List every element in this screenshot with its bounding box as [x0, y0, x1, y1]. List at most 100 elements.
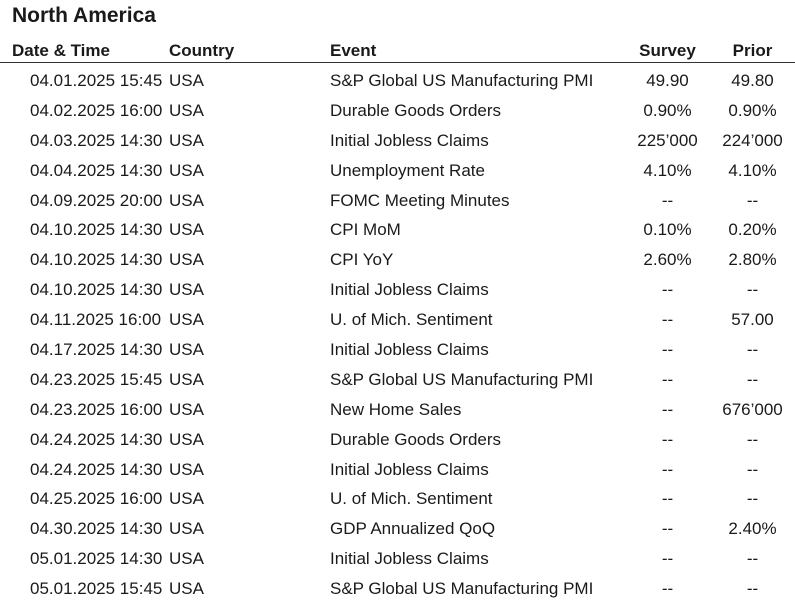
table-row: 04.25.2025 16:00 USA U. of Mich. Sentiment…: [0, 484, 795, 514]
cell-event: FOMC Meeting Minutes: [330, 190, 510, 210]
cell-date: 05.01.2025 14:30: [30, 549, 163, 569]
cell-event: U. of Mich. Sentiment: [330, 310, 493, 330]
cell-date: 04.11.2025 16:00: [30, 310, 162, 330]
cell-event: Durable Goods Orders: [330, 100, 502, 120]
cell-prior: 49.80: [731, 71, 774, 90]
cell-date: 04.02.2025 16:00: [30, 100, 163, 120]
table-row: 04.17.2025 14:30 USA Initial Jobless Claim…: [0, 335, 795, 365]
cell-event: U. of Mich. Sentiment: [330, 489, 493, 509]
cell-country: USA: [169, 220, 204, 240]
cell-prior: --: [746, 280, 759, 300]
table-row: 04.30.2025 14:30 USA GDP Annualized QoQ -- 2…: [0, 514, 795, 544]
cell-prior: --: [746, 190, 759, 210]
cell-prior: 676’000: [722, 399, 783, 419]
cell-survey: 2.60%: [643, 250, 692, 270]
cell-survey: 49.90: [646, 71, 689, 90]
table-header: Date & Time Country Event Survey Prior: [0, 40, 795, 63]
cell-country: USA: [169, 190, 204, 210]
cell-survey: --: [661, 459, 674, 479]
cell-event: GDP Annualized QoQ: [330, 519, 496, 539]
cell-survey: 225’000: [637, 130, 698, 150]
table-row: 04.11.2025 16:00 USA U. of Mich. Sentiment…: [0, 305, 795, 335]
cell-survey: 0.90%: [643, 100, 692, 120]
cell-survey: --: [661, 399, 674, 419]
cell-survey: --: [661, 519, 674, 539]
cell-event: Initial Jobless Claims: [330, 340, 489, 360]
cell-prior: 0.90%: [728, 100, 777, 120]
table-row: 04.23.2025 16:00 USA New Home Sales -- 676’0…: [0, 395, 795, 425]
cell-prior: --: [746, 459, 759, 479]
table-row: 05.01.2025 15:45 USA S&P Global US Manufac…: [0, 574, 795, 604]
cell-event: Durable Goods Orders: [330, 429, 502, 449]
header-country: Country: [169, 41, 235, 60]
cell-country: USA: [169, 399, 204, 419]
cell-prior: --: [746, 340, 759, 360]
cell-date: 04.01.2025 15:45: [30, 71, 163, 90]
table-row: 04.01.2025 15:45 USA S&P Global US Manufac…: [0, 66, 795, 96]
cell-prior: 224’000: [722, 130, 783, 150]
page-title: North America: [12, 4, 156, 27]
cell-survey: 4.10%: [643, 160, 692, 180]
cell-prior: 0.20%: [728, 220, 777, 240]
cell-prior: --: [746, 579, 759, 599]
table-row: 04.10.2025 14:30 USA Initial Jobless Claim…: [0, 275, 795, 305]
cell-country: USA: [169, 100, 204, 120]
cell-survey: --: [661, 280, 674, 300]
header-event: Event: [330, 41, 377, 60]
table-row: 04.02.2025 16:00 USA Durable Goods Orders 0…: [0, 96, 795, 126]
cell-country: USA: [169, 459, 204, 479]
cell-country: USA: [169, 280, 204, 300]
cell-survey: --: [661, 190, 674, 210]
cell-date: 04.10.2025 14:30: [30, 220, 163, 240]
cell-event: S&P Global US Manufacturing PMI: [330, 369, 594, 389]
cell-survey: --: [661, 429, 674, 449]
cell-country: USA: [169, 549, 204, 569]
cell-event: Initial Jobless Claims: [330, 459, 489, 479]
cell-date: 04.17.2025 14:30: [30, 340, 163, 360]
table-row: 04.10.2025 14:30 USA CPI MoM 0.10% 0.20%: [0, 215, 795, 245]
cell-event: Initial Jobless Claims: [330, 280, 489, 300]
cell-country: USA: [169, 250, 204, 270]
cell-country: USA: [169, 579, 204, 599]
cell-country: USA: [169, 340, 204, 360]
table-row: 04.09.2025 20:00 USA FOMC Meeting Minutes -…: [0, 186, 795, 216]
cell-prior: 57.00: [731, 310, 774, 330]
cell-country: USA: [169, 130, 204, 150]
cell-date: 04.24.2025 14:30: [30, 459, 163, 479]
cell-date: 04.03.2025 14:30: [30, 130, 163, 150]
cell-date: 04.23.2025 15:45: [30, 369, 163, 389]
cell-survey: 0.10%: [643, 220, 692, 240]
cell-date: 05.01.2025 15:45: [30, 579, 163, 599]
cell-prior: --: [746, 429, 759, 449]
table-row: 04.10.2025 14:30 USA CPI YoY 2.60% 2.80%: [0, 245, 795, 275]
cell-event: New Home Sales: [330, 399, 462, 419]
cell-event: Initial Jobless Claims: [330, 130, 489, 150]
cell-prior: --: [746, 549, 759, 569]
cell-event: S&P Global US Manufacturing PMI: [330, 71, 594, 90]
cell-date: 04.10.2025 14:30: [30, 280, 163, 300]
table-row: 04.24.2025 14:30 USA Initial Jobless Claim…: [0, 455, 795, 485]
cell-date: 04.10.2025 14:30: [30, 250, 163, 270]
cell-date: 04.24.2025 14:30: [30, 429, 163, 449]
cell-date: 04.09.2025 20:00: [30, 190, 163, 210]
table-row: 04.03.2025 14:30 USA Initial Jobless Claim…: [0, 126, 795, 156]
cell-date: 04.23.2025 16:00: [30, 399, 163, 419]
cell-country: USA: [169, 429, 204, 449]
cell-prior: --: [746, 369, 759, 389]
cell-prior: --: [746, 489, 759, 509]
header-survey: Survey: [639, 41, 696, 60]
cell-prior: 2.80%: [728, 250, 777, 270]
cell-date: 04.30.2025 14:30: [30, 519, 163, 539]
cell-survey: --: [661, 340, 674, 360]
table-row: 04.24.2025 14:30 USA Durable Goods Orders -…: [0, 425, 795, 455]
table-body: 04.01.2025 15:45 USA S&P Global US Manufac…: [0, 66, 795, 604]
cell-country: USA: [169, 519, 204, 539]
header-prior: Prior: [732, 41, 773, 60]
cell-event: CPI MoM: [330, 220, 401, 240]
table-row: 05.01.2025 14:30 USA Initial Jobless Claim…: [0, 544, 795, 574]
table-row: 04.04.2025 14:30 USA Unemployment Rate 4.10…: [0, 156, 795, 186]
cell-country: USA: [169, 160, 204, 180]
header-date: Date & Time: [12, 41, 110, 60]
cell-event: CPI YoY: [330, 250, 394, 270]
cell-event: S&P Global US Manufacturing PMI: [330, 579, 594, 599]
